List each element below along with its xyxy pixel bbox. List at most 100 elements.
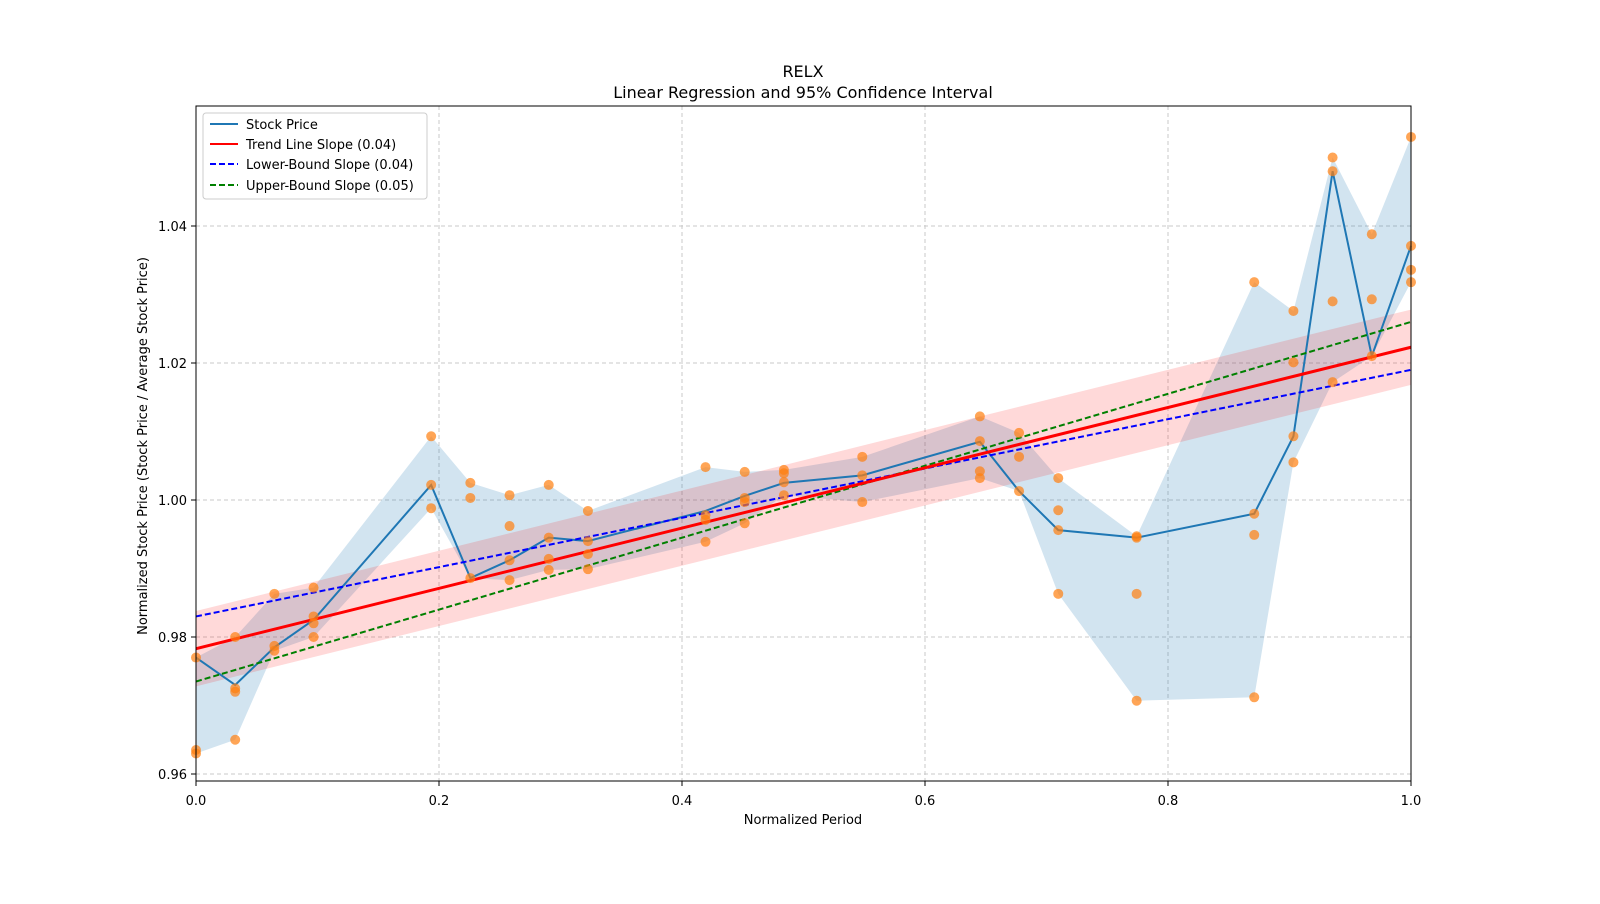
data-point (1288, 457, 1299, 468)
data-point (1327, 296, 1338, 307)
data-point (269, 645, 280, 656)
data-point (582, 549, 593, 560)
data-point (974, 411, 985, 422)
x-axis-label: Normalized Period (744, 813, 862, 828)
data-point (1327, 377, 1338, 388)
data-point (1053, 588, 1064, 599)
chart-title: RELX (782, 62, 823, 81)
data-point (1327, 166, 1338, 177)
lines (195, 170, 1412, 687)
plot-frame (195, 105, 1412, 782)
data-point (739, 497, 750, 508)
data-point (1131, 695, 1142, 706)
stock-ci-band (196, 136, 1411, 754)
stock-confidence-band (196, 136, 1411, 754)
data-point (230, 734, 241, 745)
data-point (857, 497, 868, 508)
data-point (857, 470, 868, 481)
x-tick-label: 1.0 (1401, 794, 1422, 809)
data-point (1327, 152, 1338, 163)
data-point (465, 492, 476, 503)
legend-label-stock: Stock Price (246, 118, 318, 133)
data-point (1053, 505, 1064, 516)
data-point (308, 611, 319, 622)
data-point (230, 632, 241, 642)
legend-label-upper: Upper-Bound Slope (0.05) (246, 179, 414, 194)
data-point (230, 686, 241, 697)
data-point (1053, 473, 1064, 484)
data-point (1366, 351, 1377, 362)
scatter-points (191, 131, 1416, 759)
legend-label-trend: Trend Line Slope (0.04) (245, 138, 396, 153)
y-ticks: 0.96 0.98 1.00 1.02 1.04 (158, 220, 196, 783)
upper-bound-line (195, 320, 1412, 683)
data-point (1249, 277, 1260, 288)
data-point (426, 431, 437, 442)
data-point (1366, 294, 1377, 305)
grid (196, 106, 1411, 781)
data-point (465, 477, 476, 488)
legend: Stock Price Trend Line Slope (0.04) Lowe… (202, 112, 428, 200)
data-point (426, 479, 437, 490)
data-point (700, 462, 711, 473)
data-point (739, 518, 750, 529)
trend-line (195, 345, 1412, 651)
data-point (1053, 525, 1064, 536)
data-point (1249, 692, 1260, 703)
data-point (1288, 305, 1299, 316)
data-point (974, 436, 985, 447)
data-point (504, 521, 515, 532)
chart-subtitle: Linear Regression and 95% Confidence Int… (613, 83, 993, 102)
legend-box (202, 112, 428, 200)
data-point (1014, 451, 1025, 462)
x-ticks: 0.0 0.2 0.4 0.6 0.8 1.0 (186, 781, 1422, 809)
data-point (1366, 229, 1377, 240)
data-point (1131, 588, 1142, 599)
data-point (1131, 532, 1142, 543)
y-axis-label: Normalized Stock Price (Stock Price / Av… (136, 257, 151, 635)
data-point (700, 536, 711, 547)
data-point (543, 479, 554, 490)
data-point (700, 514, 711, 525)
data-point (308, 618, 319, 629)
data-point (426, 503, 437, 514)
data-point (465, 573, 476, 584)
data-point (1014, 486, 1025, 497)
data-point (504, 575, 515, 586)
data-point (1014, 427, 1025, 438)
data-point (543, 564, 554, 575)
data-point (269, 588, 280, 599)
data-point (582, 564, 593, 575)
data-point (582, 505, 593, 516)
y-tick-label: 0.98 (158, 631, 187, 646)
data-point (974, 473, 985, 484)
x-tick-label: 0.8 (1158, 794, 1179, 809)
data-point (308, 632, 319, 642)
data-point (543, 553, 554, 564)
x-tick-label: 0.2 (429, 794, 450, 809)
data-point (1249, 508, 1260, 519)
x-tick-label: 0.0 (186, 794, 207, 809)
data-point (778, 477, 789, 488)
data-point (504, 490, 515, 501)
legend-label-lower: Lower-Bound Slope (0.04) (246, 158, 413, 173)
data-point (543, 532, 554, 543)
data-point (778, 490, 789, 501)
data-point (504, 555, 515, 566)
x-tick-label: 0.4 (672, 794, 693, 809)
stock-price-line (195, 170, 1412, 687)
x-tick-label: 0.6 (915, 794, 936, 809)
y-tick-label: 1.02 (158, 357, 187, 372)
data-point (857, 451, 868, 462)
data-point (1288, 431, 1299, 442)
y-tick-label: 1.04 (158, 220, 187, 235)
data-point (308, 582, 319, 593)
y-tick-label: 0.96 (158, 768, 187, 783)
data-point (739, 466, 750, 477)
data-point (1288, 357, 1299, 368)
data-point (582, 536, 593, 547)
data-point (778, 468, 789, 479)
data-point (1249, 529, 1260, 540)
y-tick-label: 1.00 (158, 494, 187, 509)
